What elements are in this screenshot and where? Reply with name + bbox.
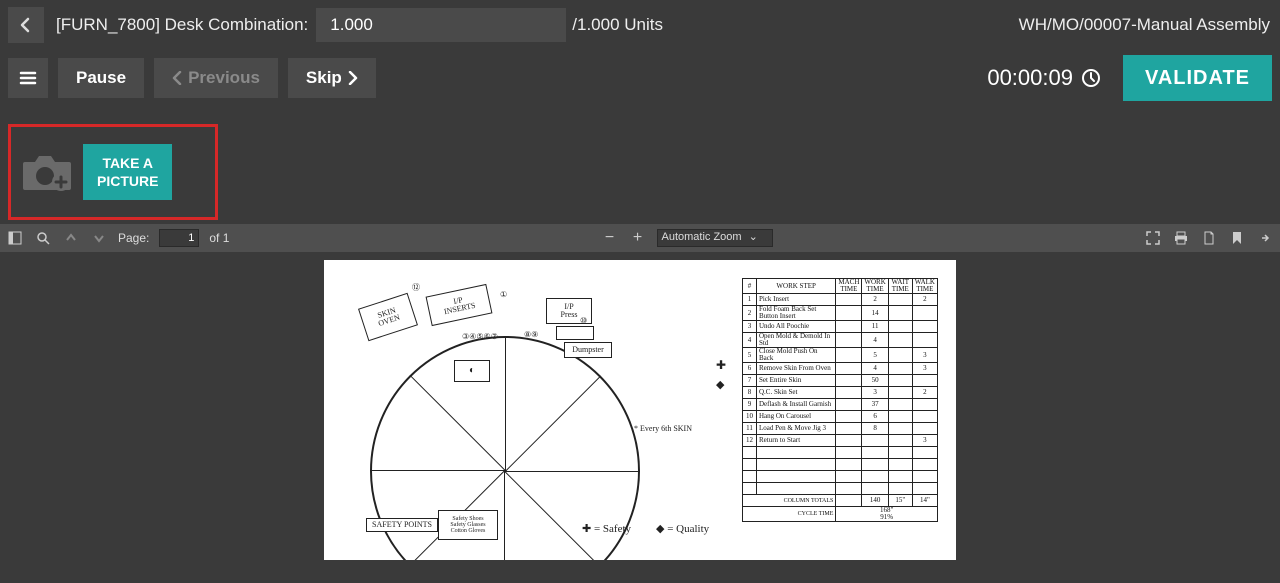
validate-label: VALIDATE — [1145, 67, 1250, 90]
previous-label: Previous — [188, 68, 260, 88]
search-icon[interactable] — [34, 229, 52, 247]
legend-quality: ◆ = Quality — [656, 522, 709, 535]
box-dumpster: Dumpster — [564, 342, 612, 358]
manufacturing-order-label: WH/MO/00007-Manual Assembly — [1019, 15, 1270, 35]
skip-button[interactable]: Skip — [288, 58, 376, 98]
pdf-viewport[interactable]: ◐ SKINOVEN I/PINSERTS I/PPress Dumpster … — [0, 252, 1280, 583]
chevron-right-icon — [348, 71, 358, 85]
page-label: Page: — [118, 231, 149, 245]
action-bar: Pause Previous Skip 00:00:09 VALIDATE — [0, 50, 1280, 106]
content-area: TAKE A PICTURE — [0, 106, 1280, 220]
take-picture-button[interactable]: TAKE A PICTURE — [83, 144, 172, 200]
timer-value: 00:00:09 — [987, 65, 1073, 91]
workstep-table: #WORK STEPMACH TIMEWORK TIMEWAIT TIMEWAL… — [742, 278, 938, 522]
zoom-in-icon[interactable]: + — [629, 229, 647, 247]
print-icon[interactable] — [1172, 229, 1190, 247]
take-picture-highlight: TAKE A PICTURE — [8, 124, 218, 220]
clock-icon — [1081, 68, 1101, 88]
pause-label: Pause — [76, 68, 126, 88]
sidebar-toggle-icon[interactable] — [6, 229, 24, 247]
page-up-icon[interactable] — [62, 229, 80, 247]
chevron-left-icon — [172, 71, 182, 85]
zoom-select[interactable]: Automatic Zoom ⌄ — [657, 229, 773, 247]
previous-button[interactable]: Previous — [154, 58, 278, 98]
validate-button[interactable]: VALIDATE — [1123, 55, 1272, 101]
zoom-out-icon[interactable]: − — [601, 229, 619, 247]
page-down-icon[interactable] — [90, 229, 108, 247]
box-safety-points: SAFETY POINTS — [366, 518, 438, 532]
box-inserts: I/PINSERTS — [426, 284, 493, 326]
bookmark-icon[interactable] — [1228, 229, 1246, 247]
back-button[interactable] — [8, 7, 44, 43]
timer: 00:00:09 — [987, 65, 1101, 91]
menu-button[interactable] — [8, 58, 48, 98]
legend-safety: ✚ = Safety — [582, 522, 631, 535]
box-skin-oven: SKINOVEN — [358, 293, 418, 341]
legend-note: * Every 6th SKIN — [634, 424, 692, 433]
pause-button[interactable]: Pause — [58, 58, 144, 98]
page-total: of 1 — [209, 231, 229, 245]
quantity-input[interactable] — [316, 8, 566, 42]
take-picture-line2: PICTURE — [97, 173, 158, 189]
camera-icon — [19, 148, 75, 196]
box-safety-items: Safety ShoesSafety GlassesCotton Gloves — [438, 510, 498, 540]
download-icon[interactable] — [1200, 229, 1218, 247]
zoom-label: Automatic Zoom — [662, 231, 742, 243]
tools-icon[interactable] — [1256, 229, 1274, 247]
skip-label: Skip — [306, 68, 342, 88]
dropdown-icon: ⌄ — [749, 231, 758, 243]
take-picture-line1: TAKE A — [102, 155, 153, 171]
top-bar: [FURN_7800] Desk Combination: /1.000 Uni… — [0, 0, 1280, 50]
box-small — [556, 326, 594, 340]
pdf-toolbar: Page: of 1 − + Automatic Zoom ⌄ — [0, 224, 1280, 252]
pdf-page: ◐ SKINOVEN I/PINSERTS I/PPress Dumpster … — [324, 260, 956, 560]
fullscreen-icon[interactable] — [1144, 229, 1162, 247]
units-label: /1.000 Units — [572, 15, 663, 35]
product-label: [FURN_7800] Desk Combination: — [56, 15, 308, 35]
page-input[interactable] — [159, 229, 199, 247]
